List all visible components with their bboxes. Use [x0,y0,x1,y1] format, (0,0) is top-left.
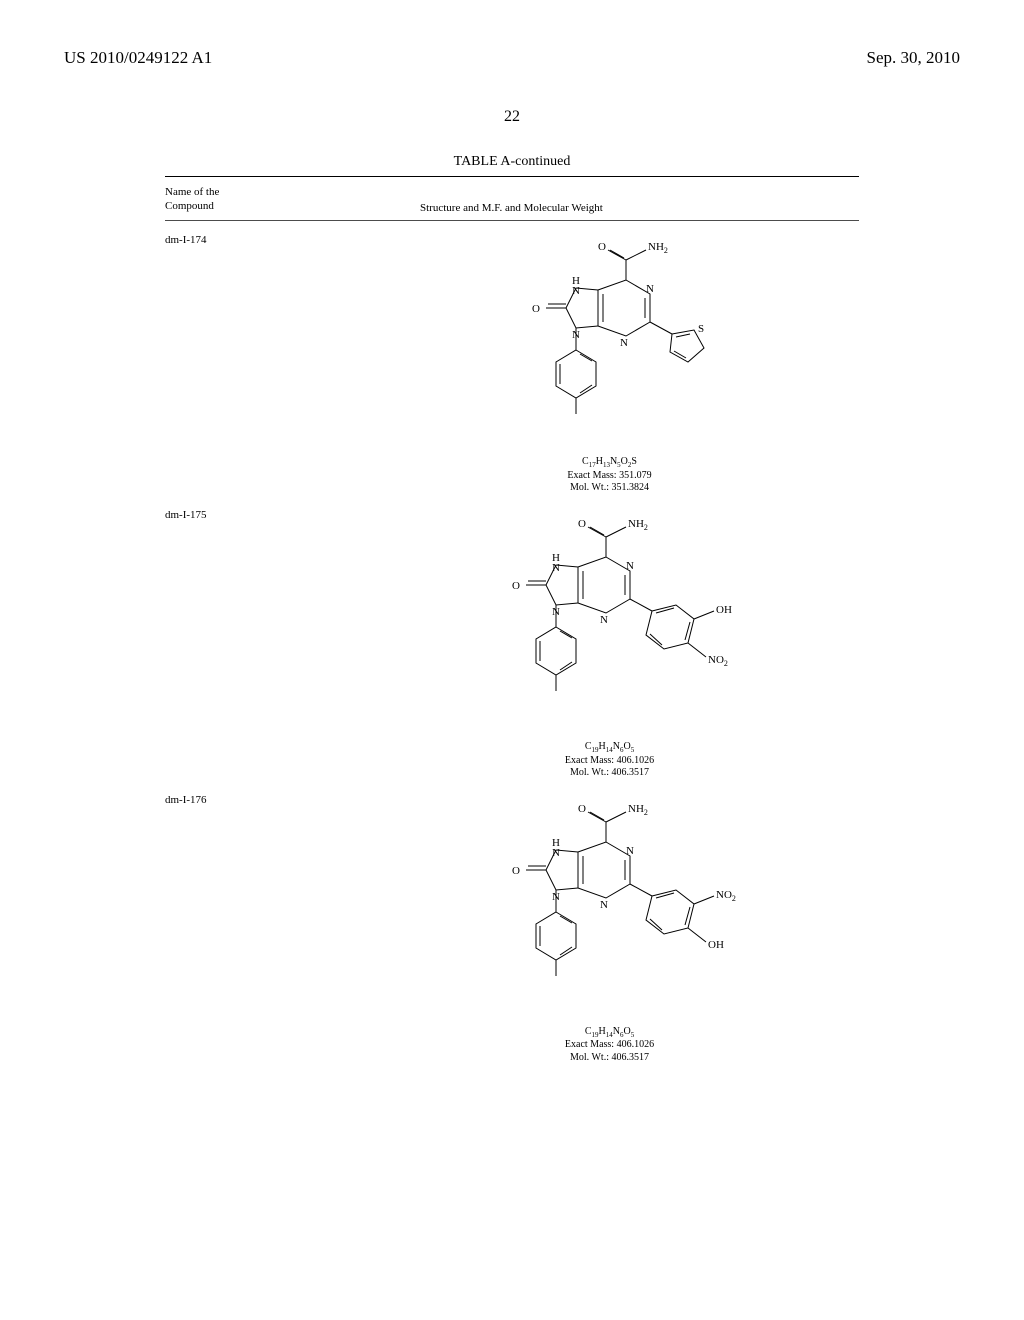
svg-text:N: N [646,283,654,295]
svg-text:NH2: NH2 [648,241,668,255]
svg-text:O: O [578,518,586,530]
col2-header: Structure and M.F. and Molecular Weight [360,202,859,214]
exact-mass: Exact Mass: 351.079 [567,470,651,483]
exact-mass: Exact Mass: 406.1026 [565,755,654,768]
svg-text:S: S [698,323,704,335]
svg-text:N: N [552,847,560,859]
table-row: dm-I-174 O H N N [0,220,1024,495]
svg-text:O: O [598,241,606,253]
svg-text:O: O [532,303,540,315]
svg-text:O: O [578,803,586,815]
publication-number: US 2010/0249122 A1 [64,48,212,68]
structure-caption: C19H14N6O5 Exact Mass: 406.1026 Mol. Wt.… [565,735,654,780]
structure-diagram: O H N N N N O NH2 [480,230,740,450]
molecular-formula: C17H13N5O2S [567,456,651,470]
svg-text:N: N [572,285,580,297]
structure-diagram: O H N N N N O NH2 [470,505,750,735]
svg-text:N: N [600,899,608,911]
svg-text:N: N [626,560,634,572]
svg-text:O: O [512,865,520,877]
svg-text:N: N [552,562,560,574]
exact-mass: Exact Mass: 406.1026 [565,1039,654,1052]
molecular-formula: C19H14N6O5 [565,741,654,755]
svg-text:OH: OH [708,939,724,951]
svg-text:NH2: NH2 [628,803,648,817]
molecular-formula: C19H14N6O5 [565,1026,654,1040]
svg-text:O: O [512,580,520,592]
structure-diagram: O H N N N N O NH2 [470,790,750,1020]
svg-text:NH2: NH2 [628,518,648,532]
svg-text:N: N [600,614,608,626]
compound-name: dm-I-176 [165,790,360,1065]
publication-date: Sep. 30, 2010 [867,48,961,68]
table-rule-header [165,220,859,221]
compound-name: dm-I-175 [165,505,360,780]
svg-text:NO2: NO2 [708,654,728,668]
page-number: 22 [0,74,1024,126]
svg-text:OH: OH [716,604,732,616]
compound-name: dm-I-174 [165,230,360,495]
table-row: dm-I-176 O H N N N N O [0,780,1024,1065]
table-title: TABLE A-continued [0,126,1024,170]
column-headers: Name of the Compound Structure and M.F. … [0,177,1024,214]
mol-weight: Mol. Wt.: 406.3517 [565,767,654,780]
mol-weight: Mol. Wt.: 406.3517 [565,1052,654,1065]
svg-text:N: N [626,845,634,857]
svg-text:NO2: NO2 [716,889,736,903]
table-row: dm-I-175 O H N N N N O [0,495,1024,780]
structure-caption: C17H13N5O2S Exact Mass: 351.079 Mol. Wt.… [567,450,651,495]
mol-weight: Mol. Wt.: 351.3824 [567,482,651,495]
col1-line2: Compound [165,199,360,213]
svg-text:N: N [620,337,628,349]
col1-line1: Name of the [165,185,360,199]
structure-caption: C19H14N6O5 Exact Mass: 406.1026 Mol. Wt.… [565,1020,654,1065]
